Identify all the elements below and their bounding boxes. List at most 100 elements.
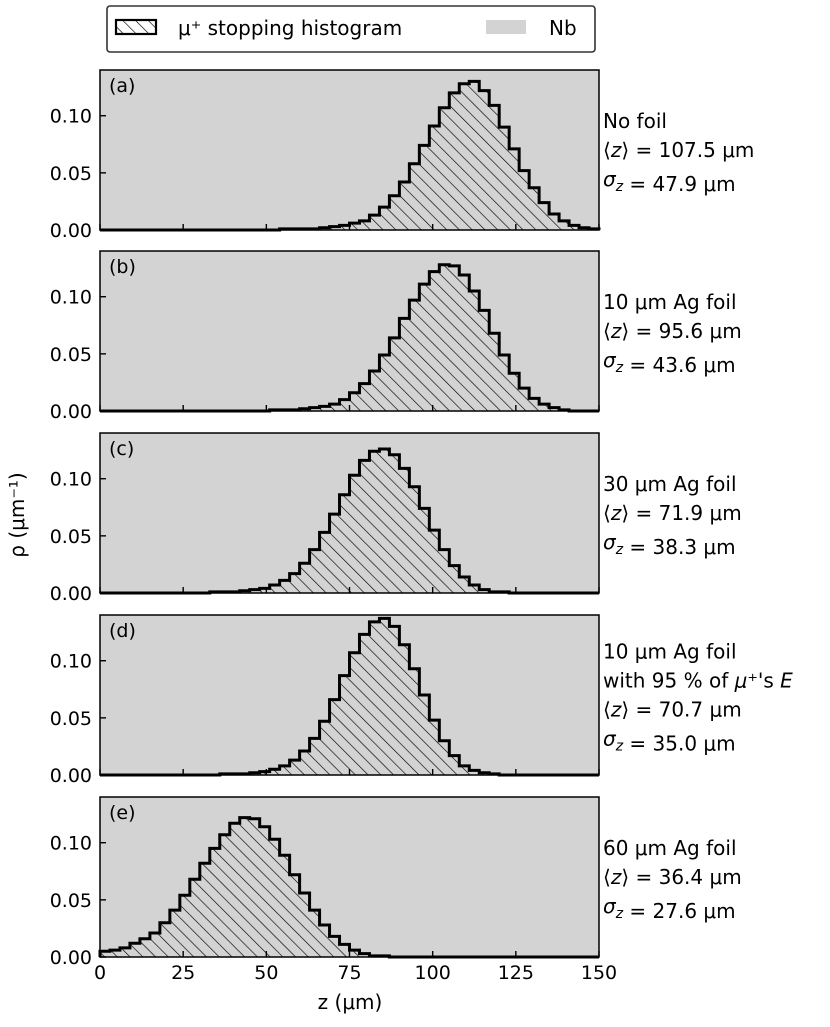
histogram-bar: [369, 621, 380, 775]
y-tick-label: 0.05: [50, 708, 92, 730]
histogram-bar: [429, 126, 440, 230]
panel-annotation-line: σz = 27.6 μm: [603, 894, 736, 923]
panel-annotation-line: 10 μm Ag foil: [603, 290, 737, 314]
histogram-bar: [259, 771, 270, 775]
histogram-bar: [229, 823, 240, 957]
x-tick-label: 125: [498, 962, 534, 984]
histogram-bar: [349, 392, 360, 411]
histogram-bar: [439, 264, 450, 411]
histogram-bar: [369, 371, 380, 411]
histogram-bar: [509, 373, 520, 411]
histogram-bar: [389, 195, 400, 230]
histogram-bar: [209, 848, 220, 957]
histogram-bar: [299, 893, 310, 957]
histogram-bar: [289, 760, 300, 775]
histogram-bar: [549, 214, 560, 230]
histogram-bars: [269, 264, 570, 411]
y-axis-label: ρ (μm⁻¹): [5, 472, 29, 557]
legend: μ⁺ stopping histogram Nb: [106, 5, 596, 53]
y-tick-label: 0.00: [50, 583, 92, 605]
panel-annotation-line: ⟨z⟩ = 71.9 μm: [603, 501, 742, 525]
histogram-bar: [549, 407, 560, 411]
y-tick-label: 0.00: [50, 947, 92, 969]
histogram-bar: [329, 404, 340, 411]
panel-label: (c): [109, 438, 134, 460]
histogram-bar: [389, 454, 400, 593]
panel-label: (b): [109, 256, 136, 278]
histogram-bar: [529, 398, 540, 411]
histogram-bar: [279, 765, 290, 775]
legend-frame: [106, 5, 596, 53]
histogram-bar: [339, 225, 350, 230]
histogram-bar: [409, 486, 420, 593]
panel-a: 0.00 0.05 0.10 (a) No foil ⟨z⟩ = 107.5 μm σz =…: [50, 69, 754, 242]
histogram-bar: [339, 675, 350, 775]
histogram-bar: [179, 895, 190, 957]
histogram-bar: [299, 751, 310, 775]
histogram-bar: [539, 404, 550, 411]
histogram-bar: [349, 652, 360, 775]
histogram-bar: [309, 738, 320, 775]
histogram-bar: [239, 817, 250, 957]
histogram-bar: [389, 337, 400, 411]
panel-c: 0.00 0.05 0.10 (c) 30 μm Ag foil ⟨z⟩ = 71.9 μ…: [50, 432, 742, 605]
y-tick-label: 0.05: [50, 163, 92, 185]
histogram-bar: [329, 514, 340, 593]
histogram-bar: [499, 355, 510, 411]
histogram-bar: [249, 589, 260, 593]
y-tick-label: 0.10: [50, 651, 92, 673]
histogram-bar: [319, 925, 330, 957]
histogram-bar: [259, 826, 270, 957]
histogram-bar: [259, 588, 270, 593]
panel-annotation-line: with 95 % of μ⁺'s E: [603, 669, 793, 693]
legend-nb-label: Nb: [549, 16, 577, 40]
histogram-bar: [449, 92, 460, 230]
histogram-bar: [439, 107, 450, 230]
histogram-bar: [519, 388, 530, 411]
histogram-bar: [289, 573, 300, 593]
panel-e: 0.00 0.05 0.10 0 25 50 75 100 125 150 (e) 60 μm Ag …: [50, 796, 742, 984]
histogram-bar: [359, 383, 370, 411]
histogram-bar: [449, 265, 460, 411]
x-tick-label: 25: [171, 962, 195, 984]
histogram-bar: [449, 565, 460, 593]
histogram-bar: [489, 105, 500, 230]
panel-annotation-line: ⟨z⟩ = 36.4 μm: [603, 865, 742, 889]
histogram-bar: [459, 275, 470, 411]
histogram-bar: [479, 310, 490, 411]
histogram-bar: [129, 943, 140, 957]
histogram-bar: [319, 406, 330, 411]
histogram-bar: [429, 271, 440, 411]
histogram-bar: [139, 938, 150, 957]
histogram-bar: [269, 585, 280, 593]
histogram-bar: [569, 225, 580, 230]
panel-annotation-line: 10 μm Ag foil: [603, 640, 737, 664]
panel-annotation-line: No foil: [603, 109, 667, 133]
legend-hist-label: μ⁺ stopping histogram: [178, 16, 402, 40]
panel-label: (d): [109, 620, 136, 642]
x-tick-label: 50: [254, 962, 278, 984]
histogram-bar: [489, 333, 500, 411]
histogram-bar: [339, 399, 350, 411]
panel-annotation-line: 60 μm Ag foil: [603, 836, 737, 860]
y-tick-label: 0.10: [50, 833, 92, 855]
histogram-bar: [409, 668, 420, 775]
histogram-bar: [419, 284, 430, 411]
histogram-bar: [389, 626, 400, 775]
histogram-bar: [439, 549, 450, 593]
histogram-bar: [199, 863, 210, 957]
histogram-bar: [309, 910, 320, 957]
histogram-bar: [399, 644, 410, 775]
histogram-bar: [419, 695, 430, 775]
panel-annotation-line: ⟨z⟩ = 107.5 μm: [603, 138, 754, 162]
histogram-bar: [169, 910, 180, 957]
histogram-bars: [209, 449, 510, 593]
panel-annotation-line: ⟨z⟩ = 70.7 μm: [603, 698, 742, 722]
histogram-bar: [469, 291, 480, 411]
panel-annotation-line: 30 μm Ag foil: [603, 472, 737, 496]
histogram-bar: [189, 879, 200, 957]
x-axis-label: z (μm): [318, 990, 383, 1014]
panel-annotation-line: σz = 43.6 μm: [603, 348, 736, 377]
y-tick-label: 0.00: [50, 220, 92, 242]
histogram-bar: [449, 755, 460, 775]
